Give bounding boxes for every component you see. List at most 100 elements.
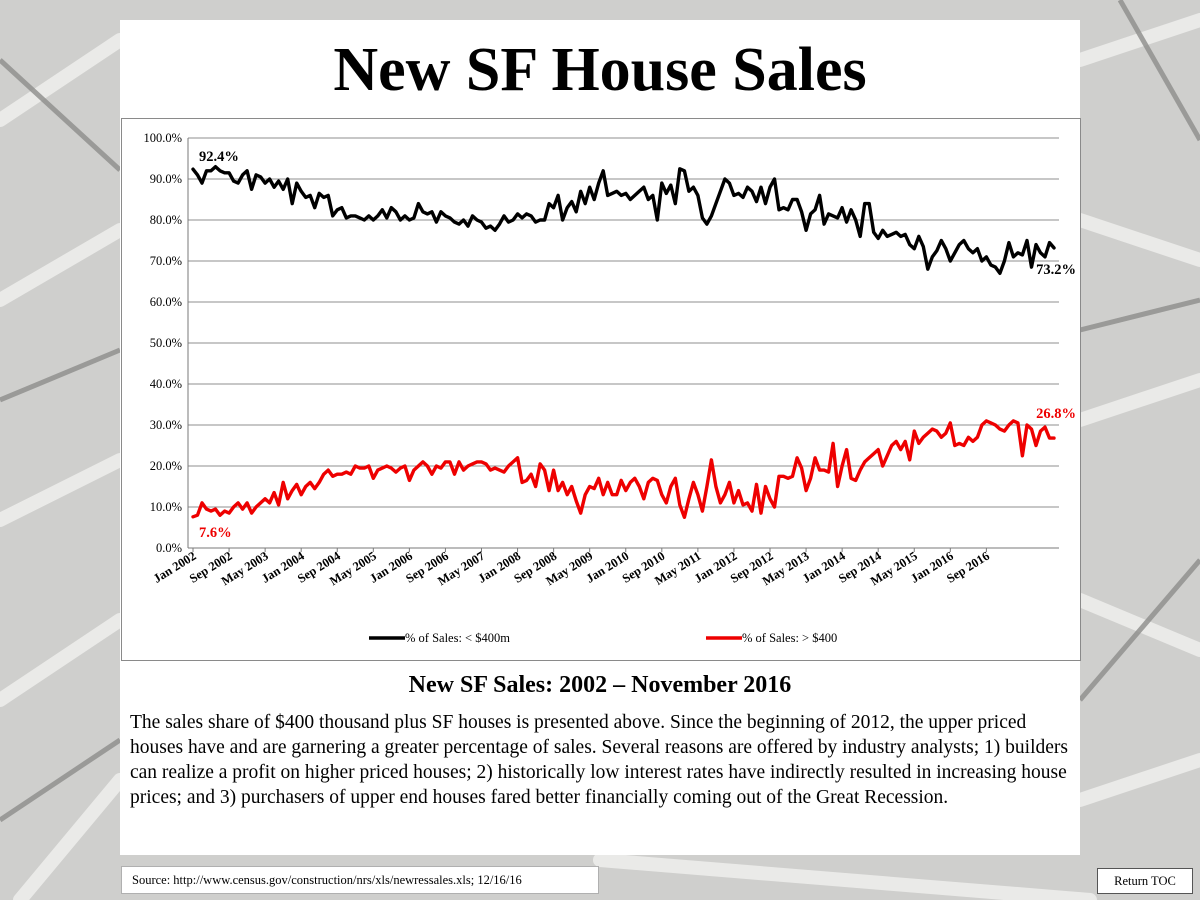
data-point: [976, 436, 979, 439]
data-point: [890, 233, 893, 236]
data-point: [674, 477, 677, 480]
data-point: [651, 477, 654, 480]
data-point: [435, 221, 438, 223]
data-point: [250, 512, 253, 514]
data-point: [782, 206, 785, 209]
series-line: [191, 165, 1056, 276]
data-point: [345, 217, 348, 219]
data-point: [264, 182, 266, 184]
data-point: [976, 247, 979, 250]
data-point: [755, 483, 758, 486]
data-point: [358, 467, 361, 469]
data-point: [656, 219, 659, 221]
data-point: [701, 217, 704, 219]
data-point: [1048, 437, 1051, 439]
data-point: [764, 485, 767, 488]
data-point: [823, 469, 825, 471]
data-point: [232, 180, 235, 182]
data-point: [201, 502, 203, 504]
data-point: [972, 251, 974, 254]
data-point: [814, 208, 816, 211]
data-point: [1030, 428, 1033, 430]
data-point: [291, 202, 294, 205]
y-tick-label: 0.0%: [156, 541, 182, 555]
slide-title: New SF House Sales: [333, 36, 867, 104]
data-point: [769, 186, 771, 189]
data-point: [196, 174, 199, 176]
data-point: [404, 465, 406, 467]
data-point: [440, 467, 442, 469]
data-point: [300, 493, 303, 496]
data-point: [363, 467, 366, 469]
data-point: [778, 475, 780, 478]
data-point: [331, 475, 334, 478]
data-point: [277, 504, 280, 506]
y-tick-label: 70.0%: [150, 254, 182, 268]
data-point: [1012, 420, 1015, 422]
data-point: [462, 219, 465, 221]
data-point: [476, 461, 478, 463]
data-point: [521, 217, 523, 219]
data-point: [999, 428, 1001, 430]
data-point: [868, 202, 871, 205]
data-point: [881, 229, 884, 232]
data-point: [516, 456, 519, 459]
data-point: [327, 469, 330, 471]
data-point: [210, 510, 212, 512]
data-point: [507, 221, 510, 223]
data-point: [836, 217, 839, 219]
data-point: [336, 208, 339, 211]
chart-area: 0.0% 10.0% 20.0% 30.0% 40.0% 50.0% 60.0% 70.0% 8…: [121, 118, 1081, 661]
data-point: [408, 219, 411, 221]
data-point: [255, 506, 257, 508]
data-point: [548, 202, 550, 205]
y-tick-label: 40.0%: [150, 377, 182, 391]
chart-subtitle: New SF Sales: 2002 – November 2016: [408, 672, 792, 698]
data-point: [593, 198, 596, 201]
data-point: [440, 210, 442, 213]
data-point: [548, 489, 550, 492]
data-point: [809, 477, 812, 480]
data-point: [796, 198, 798, 201]
return-toc-button[interactable]: Return TOC: [1097, 868, 1193, 894]
data-point: [331, 215, 334, 217]
data-point: [845, 221, 848, 223]
data-point: [629, 198, 632, 201]
source-citation: Source: http://www.census.gov/constructi…: [121, 866, 599, 894]
data-point: [322, 473, 325, 476]
data-point: [277, 180, 280, 182]
data-point: [877, 237, 880, 240]
data-point: [543, 219, 546, 221]
data-point: [990, 264, 992, 266]
data-point: [264, 497, 266, 500]
data-point: [665, 502, 668, 504]
data-point: [782, 475, 785, 478]
data-point: [579, 190, 582, 193]
data-point: [697, 493, 699, 496]
data-point: [259, 502, 262, 504]
data-point: [773, 178, 776, 180]
data-point: [1026, 424, 1028, 426]
data-point: [697, 194, 699, 197]
data-point: [476, 219, 478, 221]
data-point: [363, 219, 366, 221]
data-point: [309, 194, 312, 197]
data-point: [381, 208, 384, 211]
data-point: [940, 239, 943, 242]
data-point: [268, 502, 271, 504]
data-point: [724, 178, 726, 180]
data-point: [710, 459, 713, 461]
data-point: [354, 215, 357, 217]
data-point: [981, 424, 983, 426]
series-end-label: 73.2%: [1036, 262, 1076, 278]
data-point: [886, 454, 889, 457]
data-point: [642, 497, 645, 500]
data-point: [498, 469, 501, 471]
data-point: [570, 485, 573, 488]
y-tick-label: 80.0%: [150, 213, 182, 227]
data-point: [642, 186, 645, 189]
data-point: [746, 186, 749, 189]
data-point: [913, 247, 916, 250]
data-point: [706, 485, 708, 488]
data-point: [751, 190, 753, 193]
